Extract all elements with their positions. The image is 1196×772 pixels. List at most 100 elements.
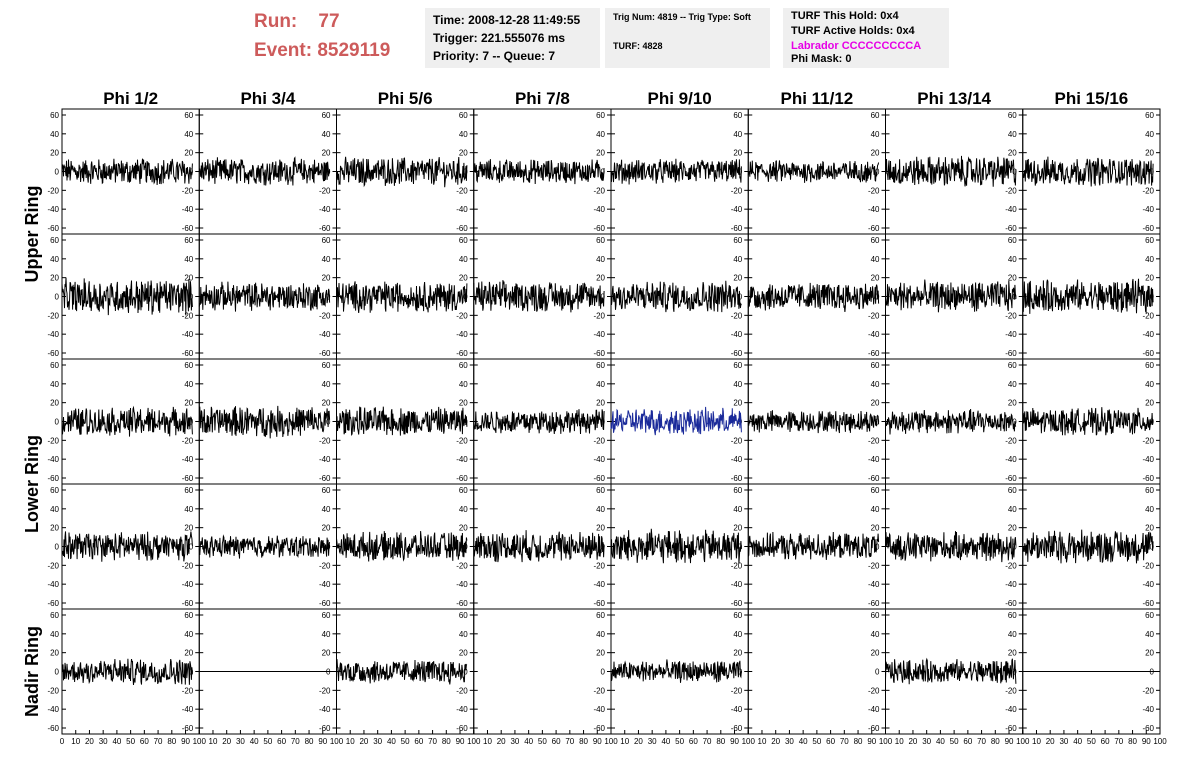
y-tick-label: 40 bbox=[322, 630, 331, 639]
x-tick-label: 10 bbox=[346, 737, 355, 746]
y-tick-label: -40 bbox=[1005, 205, 1017, 214]
y-tick-label: -60 bbox=[47, 724, 59, 733]
y-tick-label: 0 bbox=[738, 293, 743, 302]
waveform-trace bbox=[610, 528, 742, 564]
row-label: Upper Ring bbox=[22, 186, 42, 283]
y-tick-label: 60 bbox=[322, 611, 331, 620]
turf-active-text: TURF Active Holds: 0x4 bbox=[791, 25, 915, 37]
y-tick-label: 20 bbox=[322, 274, 331, 283]
y-tick-label: 60 bbox=[871, 111, 880, 120]
y-tick-label: 40 bbox=[871, 255, 880, 264]
y-tick-label: -20 bbox=[456, 561, 468, 570]
waveform-trace bbox=[61, 531, 193, 562]
event-label: Event: 8529119 bbox=[254, 40, 390, 62]
y-tick-label: 60 bbox=[50, 486, 59, 495]
y-tick-label: -20 bbox=[731, 186, 743, 195]
y-tick-label: 20 bbox=[50, 149, 59, 158]
y-tick-label: 60 bbox=[871, 236, 880, 245]
y-tick-label: -20 bbox=[182, 561, 194, 570]
y-tick-label: -40 bbox=[731, 205, 743, 214]
y-tick-label: 60 bbox=[733, 611, 742, 620]
y-tick-label: -20 bbox=[456, 436, 468, 445]
y-tick-label: -40 bbox=[182, 580, 194, 589]
phi-mask-text: Phi Mask: 0 bbox=[791, 53, 852, 65]
y-tick-label: 60 bbox=[50, 236, 59, 245]
y-tick-label: 40 bbox=[733, 630, 742, 639]
y-tick-label: 0 bbox=[189, 543, 194, 552]
y-tick-label: 0 bbox=[55, 293, 60, 302]
y-tick-label: 40 bbox=[1008, 505, 1017, 514]
y-tick-label: 60 bbox=[733, 111, 742, 120]
y-tick-label: 20 bbox=[733, 649, 742, 658]
x-tick-label: 50 bbox=[538, 737, 547, 746]
x-tick-label: 90 bbox=[456, 737, 465, 746]
y-tick-label: 60 bbox=[1145, 236, 1154, 245]
y-tick-label: 40 bbox=[459, 380, 468, 389]
y-tick-label: -60 bbox=[319, 224, 331, 233]
y-tick-label: -40 bbox=[182, 205, 194, 214]
x-tick-label: 90 bbox=[318, 737, 327, 746]
x-tick-label: 10 bbox=[758, 737, 767, 746]
y-tick-label: -60 bbox=[731, 224, 743, 233]
time-info-panel: Time: 2008-12-28 11:49:55 Trigger: 221.5… bbox=[425, 8, 600, 68]
x-tick-label: 90 bbox=[181, 737, 190, 746]
column-header: Phi 9/10 bbox=[647, 89, 711, 108]
x-tick-label: 60 bbox=[1101, 737, 1110, 746]
x-tick-label: 30 bbox=[99, 737, 108, 746]
y-tick-label: -20 bbox=[456, 686, 468, 695]
y-tick-label: 20 bbox=[871, 649, 880, 658]
x-tick-label: 30 bbox=[236, 737, 245, 746]
x-tick-label: 80 bbox=[305, 737, 314, 746]
x-tick-label: 100 bbox=[1153, 737, 1167, 746]
y-tick-label: -60 bbox=[456, 224, 468, 233]
y-tick-label: -60 bbox=[319, 474, 331, 483]
y-tick-label: -20 bbox=[868, 561, 880, 570]
run-label-text: Run: bbox=[254, 11, 298, 32]
y-tick-label: -20 bbox=[1005, 561, 1017, 570]
y-tick-label: 40 bbox=[596, 380, 605, 389]
x-tick-label: 60 bbox=[277, 737, 286, 746]
y-tick-label: 40 bbox=[1008, 130, 1017, 139]
y-tick-label: -60 bbox=[593, 224, 605, 233]
y-tick-label: 60 bbox=[184, 111, 193, 120]
waveform-trace bbox=[747, 531, 880, 560]
y-tick-label: 40 bbox=[1008, 255, 1017, 264]
y-tick-label: 60 bbox=[322, 361, 331, 370]
y-tick-label: -40 bbox=[182, 705, 194, 714]
y-tick-label: -40 bbox=[47, 205, 59, 214]
trigger-text: Trigger: 221.555076 ms bbox=[433, 31, 566, 45]
y-tick-label: 20 bbox=[733, 149, 742, 158]
y-tick-label: 60 bbox=[1008, 236, 1017, 245]
x-tick-label: 90 bbox=[730, 737, 739, 746]
x-tick-label: 40 bbox=[387, 737, 396, 746]
y-tick-label: -40 bbox=[731, 705, 743, 714]
x-tick-label: 30 bbox=[510, 737, 519, 746]
y-tick-label: 60 bbox=[1008, 611, 1017, 620]
y-tick-label: -20 bbox=[47, 686, 59, 695]
y-tick-label: -60 bbox=[456, 474, 468, 483]
y-tick-label: 60 bbox=[50, 111, 59, 120]
x-tick-label: 60 bbox=[689, 737, 698, 746]
y-tick-label: 20 bbox=[1008, 149, 1017, 158]
y-tick-label: 20 bbox=[459, 399, 468, 408]
y-tick-label: -40 bbox=[593, 205, 605, 214]
y-tick-label: -20 bbox=[868, 686, 880, 695]
x-tick-label: 40 bbox=[524, 737, 533, 746]
y-tick-label: -60 bbox=[1005, 724, 1017, 733]
y-tick-label: 20 bbox=[50, 524, 59, 533]
x-tick-label: 40 bbox=[661, 737, 670, 746]
waveform-trace bbox=[473, 159, 605, 185]
y-tick-label: 20 bbox=[459, 149, 468, 158]
y-tick-label: -60 bbox=[47, 349, 59, 358]
y-tick-label: 40 bbox=[459, 255, 468, 264]
y-tick-label: -20 bbox=[182, 436, 194, 445]
y-tick-label: 40 bbox=[459, 505, 468, 514]
x-tick-label: 60 bbox=[140, 737, 149, 746]
y-tick-label: -20 bbox=[319, 186, 331, 195]
y-tick-label: -20 bbox=[456, 186, 468, 195]
y-tick-label: 20 bbox=[322, 399, 331, 408]
y-tick-label: 40 bbox=[1145, 630, 1154, 639]
y-tick-label: -60 bbox=[1142, 599, 1154, 608]
x-tick-label: 10 bbox=[620, 737, 629, 746]
